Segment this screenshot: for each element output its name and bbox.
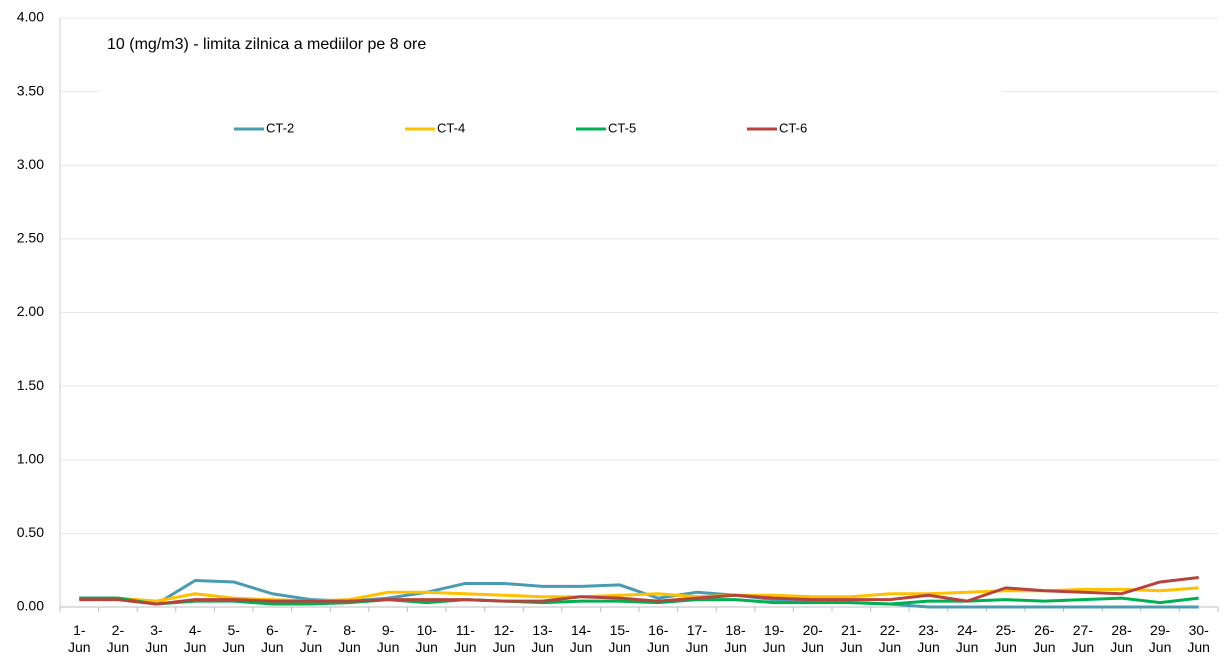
- x-tick-label: 25-Jun: [994, 622, 1017, 655]
- y-tick-label: 3.50: [17, 82, 44, 98]
- y-tick-label: 4.00: [17, 9, 44, 25]
- x-tick-label: 2-Jun: [106, 622, 130, 655]
- y-tick-label: 1.00: [17, 450, 44, 466]
- x-tick-label: 4-Jun: [183, 622, 207, 655]
- x-tick-label: 17-Jun: [685, 622, 709, 655]
- series-line: [79, 576, 1199, 606]
- x-tick-label: 11-Jun: [454, 622, 477, 655]
- x-tick-label: 21-Jun: [840, 622, 863, 655]
- x-tick-label: 20-Jun: [801, 622, 824, 655]
- x-tick-label: 10-Jun: [415, 622, 438, 655]
- y-tick-label: 0.00: [17, 598, 44, 614]
- series-line: [79, 578, 1199, 609]
- chart-title: 10 (mg/m3) - limita zilnica a mediilor p…: [107, 36, 426, 53]
- y-tick-label: 1.50: [17, 377, 44, 393]
- x-tick-label: 6-Jun: [261, 622, 284, 655]
- legend-background: [100, 28, 1002, 143]
- x-tick-label: 1-Jun: [68, 622, 91, 655]
- x-tick-label: 15-Jun: [608, 622, 631, 655]
- x-tick-label: 24-Jun: [955, 622, 979, 655]
- x-tick-label: 28-Jun: [1110, 622, 1133, 655]
- x-tick-label: 19-Jun: [762, 622, 786, 655]
- x-tick-label: 14-Jun: [569, 622, 593, 655]
- x-tick-label: 9-Jun: [376, 622, 400, 655]
- x-tick-label: 5-Jun: [222, 622, 245, 655]
- y-tick-label: 3.00: [17, 156, 44, 172]
- legend-label: CT-2: [266, 120, 294, 135]
- y-tick-label: 2.00: [17, 303, 44, 319]
- x-tick-label: 27-Jun: [1071, 622, 1095, 655]
- legend-label: CT-6: [779, 120, 807, 135]
- x-tick-label: 30-Jun: [1187, 622, 1210, 655]
- y-tick-label: 0.50: [17, 524, 44, 540]
- legend-label: CT-5: [608, 120, 636, 135]
- x-tick-label: 12-Jun: [492, 622, 516, 655]
- legend-label: CT-4: [437, 120, 465, 135]
- y-tick-label: 2.50: [17, 230, 44, 246]
- x-tick-label: 3-Jun: [145, 622, 168, 655]
- x-tick-label: 8-Jun: [338, 622, 361, 655]
- x-tick-label: 29-Jun: [1148, 622, 1172, 655]
- x-tick-label: 16-Jun: [647, 622, 670, 655]
- x-tick-label: 7-Jun: [299, 622, 323, 655]
- x-tick-label: 18-Jun: [724, 622, 747, 655]
- x-tick-label: 26-Jun: [1033, 622, 1056, 655]
- x-tick-label: 22-Jun: [878, 622, 902, 655]
- x-tick-label: 23-Jun: [917, 622, 940, 655]
- series-line: [79, 596, 1199, 606]
- x-tick-label: 13-Jun: [531, 622, 554, 655]
